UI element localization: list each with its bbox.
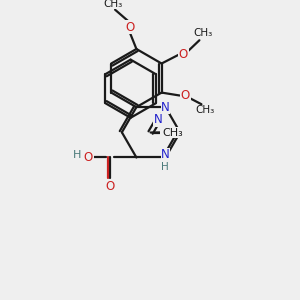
- Text: CH₃: CH₃: [163, 128, 183, 137]
- Text: CH₃: CH₃: [194, 28, 213, 38]
- Text: O: O: [106, 180, 115, 193]
- Text: N: N: [161, 100, 170, 114]
- Text: O: O: [181, 89, 190, 102]
- Text: CH₃: CH₃: [196, 105, 215, 115]
- Text: CH₃: CH₃: [103, 0, 123, 9]
- Text: N: N: [161, 126, 170, 139]
- Text: O: O: [84, 151, 93, 164]
- Text: H: H: [160, 162, 168, 172]
- Text: N: N: [154, 113, 162, 126]
- Text: O: O: [125, 21, 134, 34]
- Text: H: H: [73, 150, 81, 160]
- Text: O: O: [179, 48, 188, 61]
- Text: N: N: [161, 148, 170, 161]
